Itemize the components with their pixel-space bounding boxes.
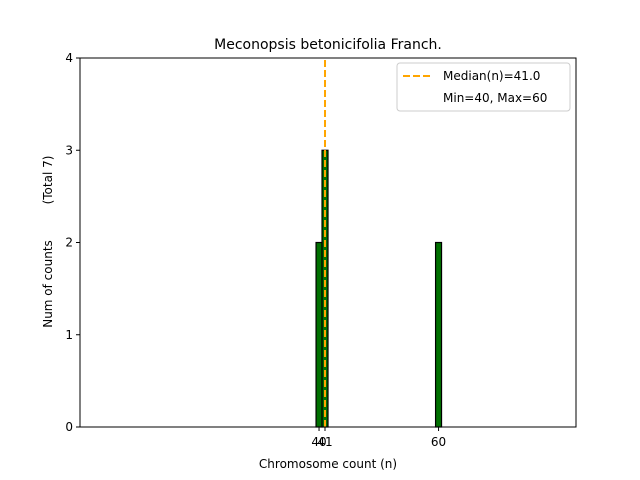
y-tick-label: 1 (65, 328, 73, 342)
legend-range-label: Min=40, Max=60 (443, 91, 547, 105)
y-tick-label: 0 (65, 420, 73, 434)
y-tick-label: 2 (65, 236, 73, 250)
legend-median-label: Median(n)=41.0 (443, 69, 540, 83)
legend: Median(n)=41.0 Min=40, Max=60 (396, 62, 571, 112)
plot-area (313, 58, 445, 428)
histogram-bar (315, 241, 323, 428)
x-tick-label: 41 (317, 435, 332, 449)
y-axis: 0 1 2 3 4 (65, 51, 80, 434)
y-tick-label: 3 (65, 143, 73, 157)
chart-title: Meconopsis betonicifolia Franch. (214, 37, 442, 53)
x-axis-label: Chromosome count (n) (259, 457, 397, 471)
x-tick-label: 40 (311, 435, 326, 449)
x-tick-label: 60 (431, 435, 446, 449)
y-axis-total-label: (Total 7) (41, 156, 55, 205)
y-axis-label: Num of counts (41, 240, 55, 328)
legend-box (396, 62, 571, 112)
y-tick-label: 4 (65, 51, 73, 65)
histogram-bar (434, 241, 443, 428)
